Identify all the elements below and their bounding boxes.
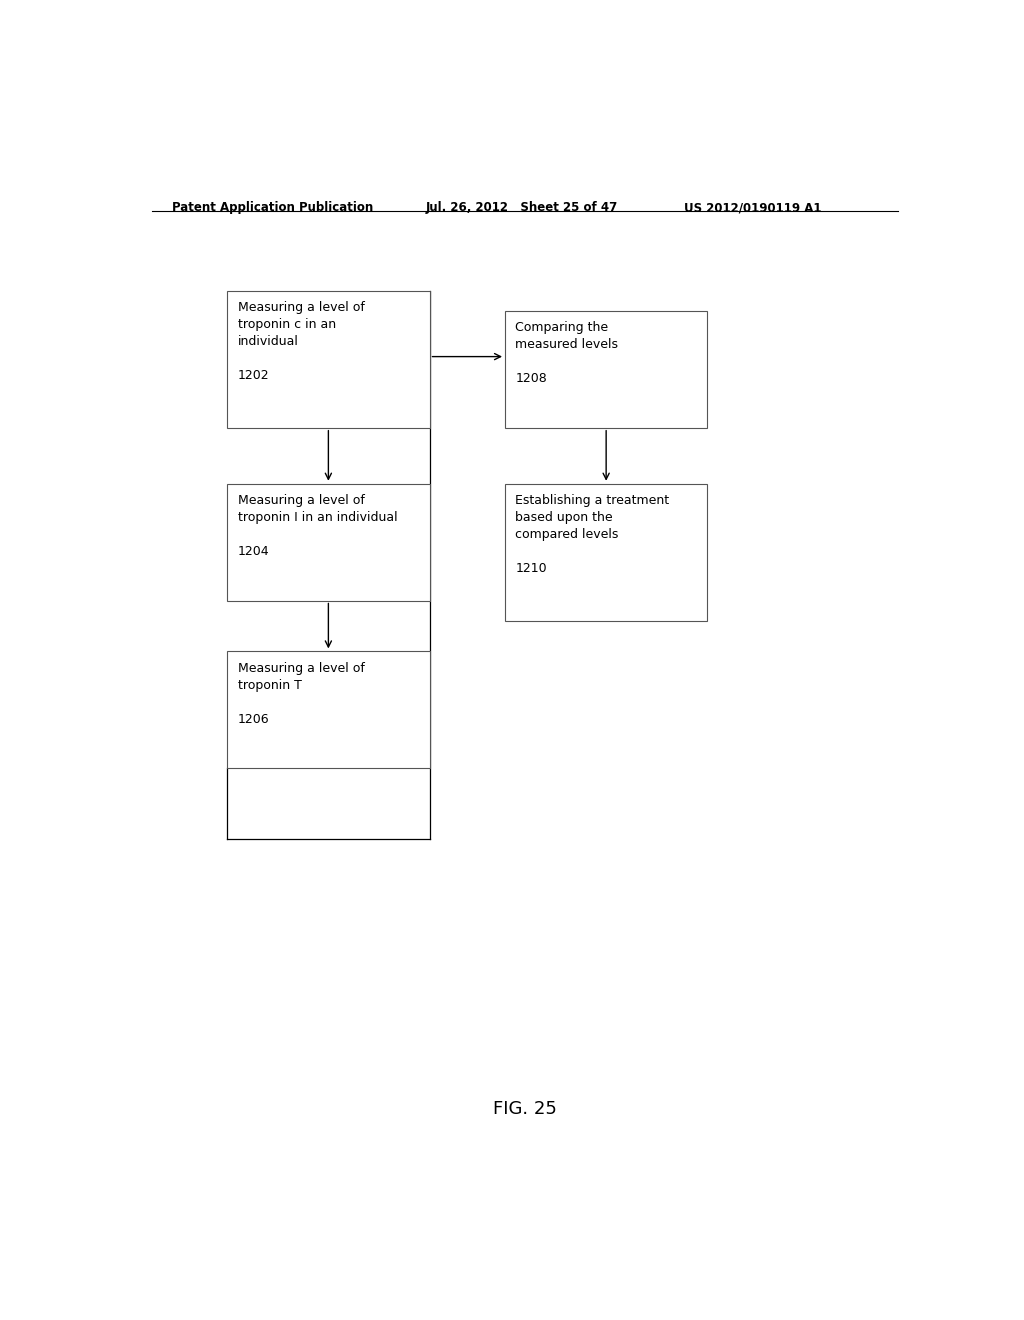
Text: Measuring a level of
troponin I in an individual

1204: Measuring a level of troponin I in an in… — [238, 494, 397, 558]
Text: Patent Application Publication: Patent Application Publication — [172, 201, 373, 214]
Text: Comparing the
measured levels

1208: Comparing the measured levels 1208 — [515, 321, 618, 385]
FancyBboxPatch shape — [227, 651, 430, 768]
Text: Measuring a level of
troponin T

1206: Measuring a level of troponin T 1206 — [238, 661, 365, 726]
Text: Jul. 26, 2012   Sheet 25 of 47: Jul. 26, 2012 Sheet 25 of 47 — [426, 201, 617, 214]
Text: US 2012/0190119 A1: US 2012/0190119 A1 — [684, 201, 821, 214]
FancyBboxPatch shape — [227, 483, 430, 601]
Text: Measuring a level of
troponin c in an
individual

1202: Measuring a level of troponin c in an in… — [238, 301, 365, 381]
Text: FIG. 25: FIG. 25 — [493, 1100, 557, 1118]
FancyBboxPatch shape — [227, 290, 430, 428]
FancyBboxPatch shape — [505, 483, 708, 620]
FancyBboxPatch shape — [505, 312, 708, 428]
Text: Establishing a treatment
based upon the
compared levels

1210: Establishing a treatment based upon the … — [515, 494, 670, 574]
